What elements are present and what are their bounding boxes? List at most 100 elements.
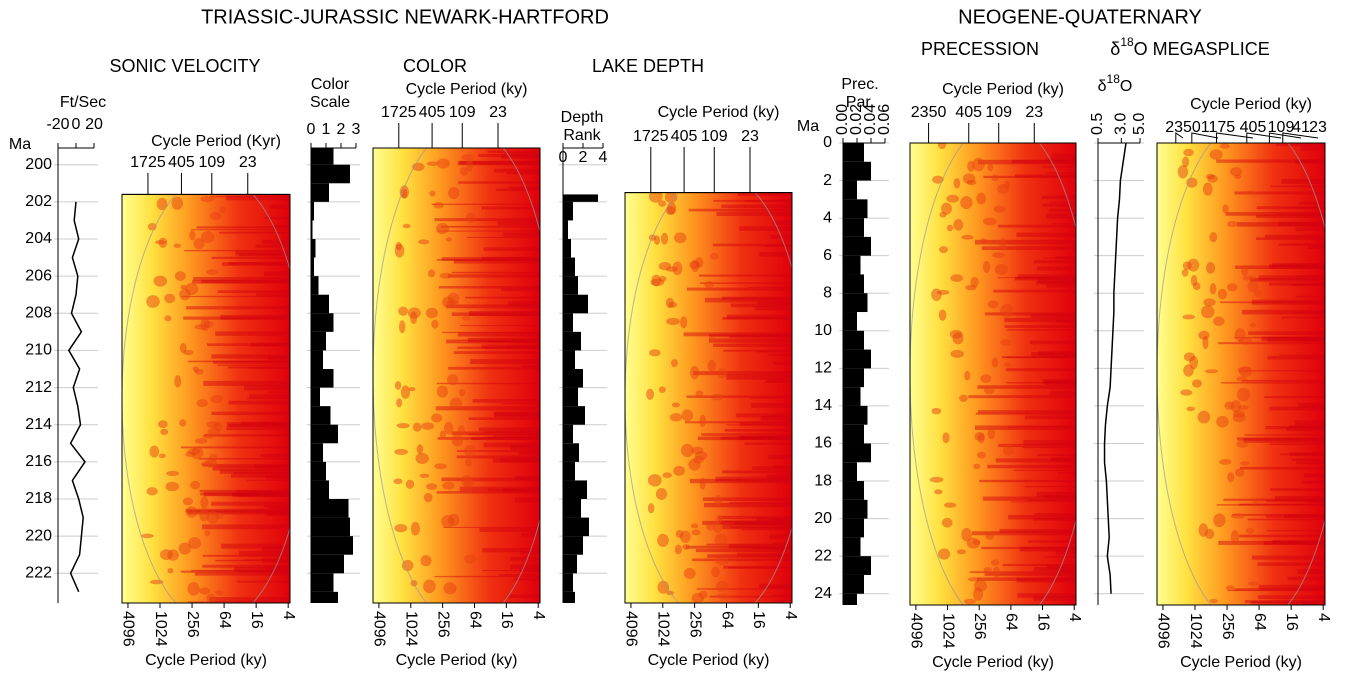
texture-streak xyxy=(1256,214,1325,218)
texture-streak xyxy=(200,492,290,496)
texture-spot xyxy=(1234,328,1246,342)
texture-streak xyxy=(243,385,290,391)
texture-streak xyxy=(227,366,290,369)
texture-streak xyxy=(1241,309,1325,315)
texture-spot xyxy=(445,237,452,242)
texture-spot xyxy=(660,232,669,245)
bar xyxy=(843,556,871,575)
texture-spot xyxy=(1241,265,1249,277)
texture-streak xyxy=(730,526,792,529)
texture-spot xyxy=(1191,379,1202,388)
texture-spot xyxy=(146,295,160,308)
texture-streak xyxy=(441,257,540,261)
x-axis-label: Cycle Period (ky) xyxy=(648,652,770,669)
y-tick-label: 216 xyxy=(25,453,52,470)
texture-spot xyxy=(946,224,954,232)
texture-spot xyxy=(394,381,402,390)
texture-streak xyxy=(220,314,290,320)
x-tick-label: 4096 xyxy=(908,613,925,649)
texture-streak xyxy=(228,262,290,265)
texture-streak xyxy=(468,433,540,436)
texture-streak xyxy=(470,359,540,365)
texture-spot xyxy=(1237,366,1252,373)
y-tick-label: 14 xyxy=(814,397,832,414)
texture-streak xyxy=(718,515,792,520)
y-tick-label: 200 xyxy=(25,156,52,173)
texture-streak xyxy=(184,249,290,252)
texture-spot xyxy=(1209,598,1218,604)
texture-streak xyxy=(683,332,792,337)
bar xyxy=(843,293,868,313)
texture-spot xyxy=(680,316,688,329)
top-axis-label: Cycle Period (ky) xyxy=(1190,96,1312,113)
texture-streak xyxy=(1237,222,1325,227)
texture-streak xyxy=(451,271,540,274)
x-tick-label: 4096 xyxy=(371,611,388,647)
texture-spot xyxy=(715,580,729,592)
bar xyxy=(563,201,573,221)
texture-streak xyxy=(1239,503,1325,506)
texture-spot xyxy=(966,179,977,186)
texture-streak xyxy=(773,361,792,365)
panel-header: Rank xyxy=(563,127,601,144)
texture-spot xyxy=(160,428,169,435)
texture-spot xyxy=(448,186,460,200)
texture-streak xyxy=(518,451,540,455)
texture-streak xyxy=(495,188,540,192)
texture-streak xyxy=(1265,234,1325,238)
texture-spot xyxy=(1254,289,1262,297)
texture-streak xyxy=(256,293,290,296)
y-tick-label: 0 xyxy=(823,134,832,151)
texture-streak xyxy=(226,426,290,431)
texture-spot xyxy=(1217,288,1228,300)
y-tick-label: 204 xyxy=(25,230,52,247)
bar xyxy=(843,462,857,482)
texture-spot xyxy=(987,163,994,172)
x-axis-label: Cycle Period (ky) xyxy=(396,652,518,669)
texture-streak xyxy=(493,435,540,437)
texture-streak xyxy=(987,464,1076,469)
texture-streak xyxy=(974,239,1076,245)
x-tick-label: 1024 xyxy=(655,611,672,647)
texture-spot xyxy=(196,399,209,408)
texture-streak xyxy=(1300,145,1325,151)
texture-streak xyxy=(479,528,540,532)
texture-streak xyxy=(1275,143,1325,147)
texture-streak xyxy=(436,259,540,261)
panel-header: Color xyxy=(311,76,350,93)
texture-streak xyxy=(1033,260,1076,264)
texture-spot xyxy=(1204,369,1219,374)
texture-streak xyxy=(1036,266,1076,271)
texture-streak xyxy=(735,413,792,418)
bar xyxy=(563,220,568,239)
texture-streak xyxy=(1041,195,1076,200)
texture-spot xyxy=(1232,413,1246,423)
texture-streak xyxy=(246,397,290,400)
texture-streak xyxy=(211,501,290,506)
texture-spot xyxy=(717,368,728,379)
bar xyxy=(311,573,334,592)
texture-spot xyxy=(199,508,210,522)
y-tick-label: 6 xyxy=(823,247,832,264)
texture-spot xyxy=(1205,262,1216,274)
texture-streak xyxy=(228,400,290,405)
texture-spot xyxy=(714,495,722,508)
texture-streak xyxy=(180,570,290,573)
texture-streak xyxy=(1243,438,1325,443)
texture-spot xyxy=(715,515,724,523)
texture-streak xyxy=(724,429,792,432)
texture-spot xyxy=(436,385,449,398)
y-tick-label: 10 xyxy=(814,322,832,339)
texture-spot xyxy=(1197,410,1211,424)
texture-streak xyxy=(701,433,792,436)
texture-spot xyxy=(960,196,973,210)
texture-streak xyxy=(773,542,792,545)
top-tick-label: 405 xyxy=(168,154,195,171)
texture-streak xyxy=(504,152,540,154)
panel-header: Par. xyxy=(846,94,874,111)
texture-spot xyxy=(158,453,166,459)
texture-streak xyxy=(1049,201,1076,204)
bar xyxy=(563,443,579,462)
texture-spot xyxy=(963,598,976,605)
texture-streak xyxy=(202,463,290,467)
